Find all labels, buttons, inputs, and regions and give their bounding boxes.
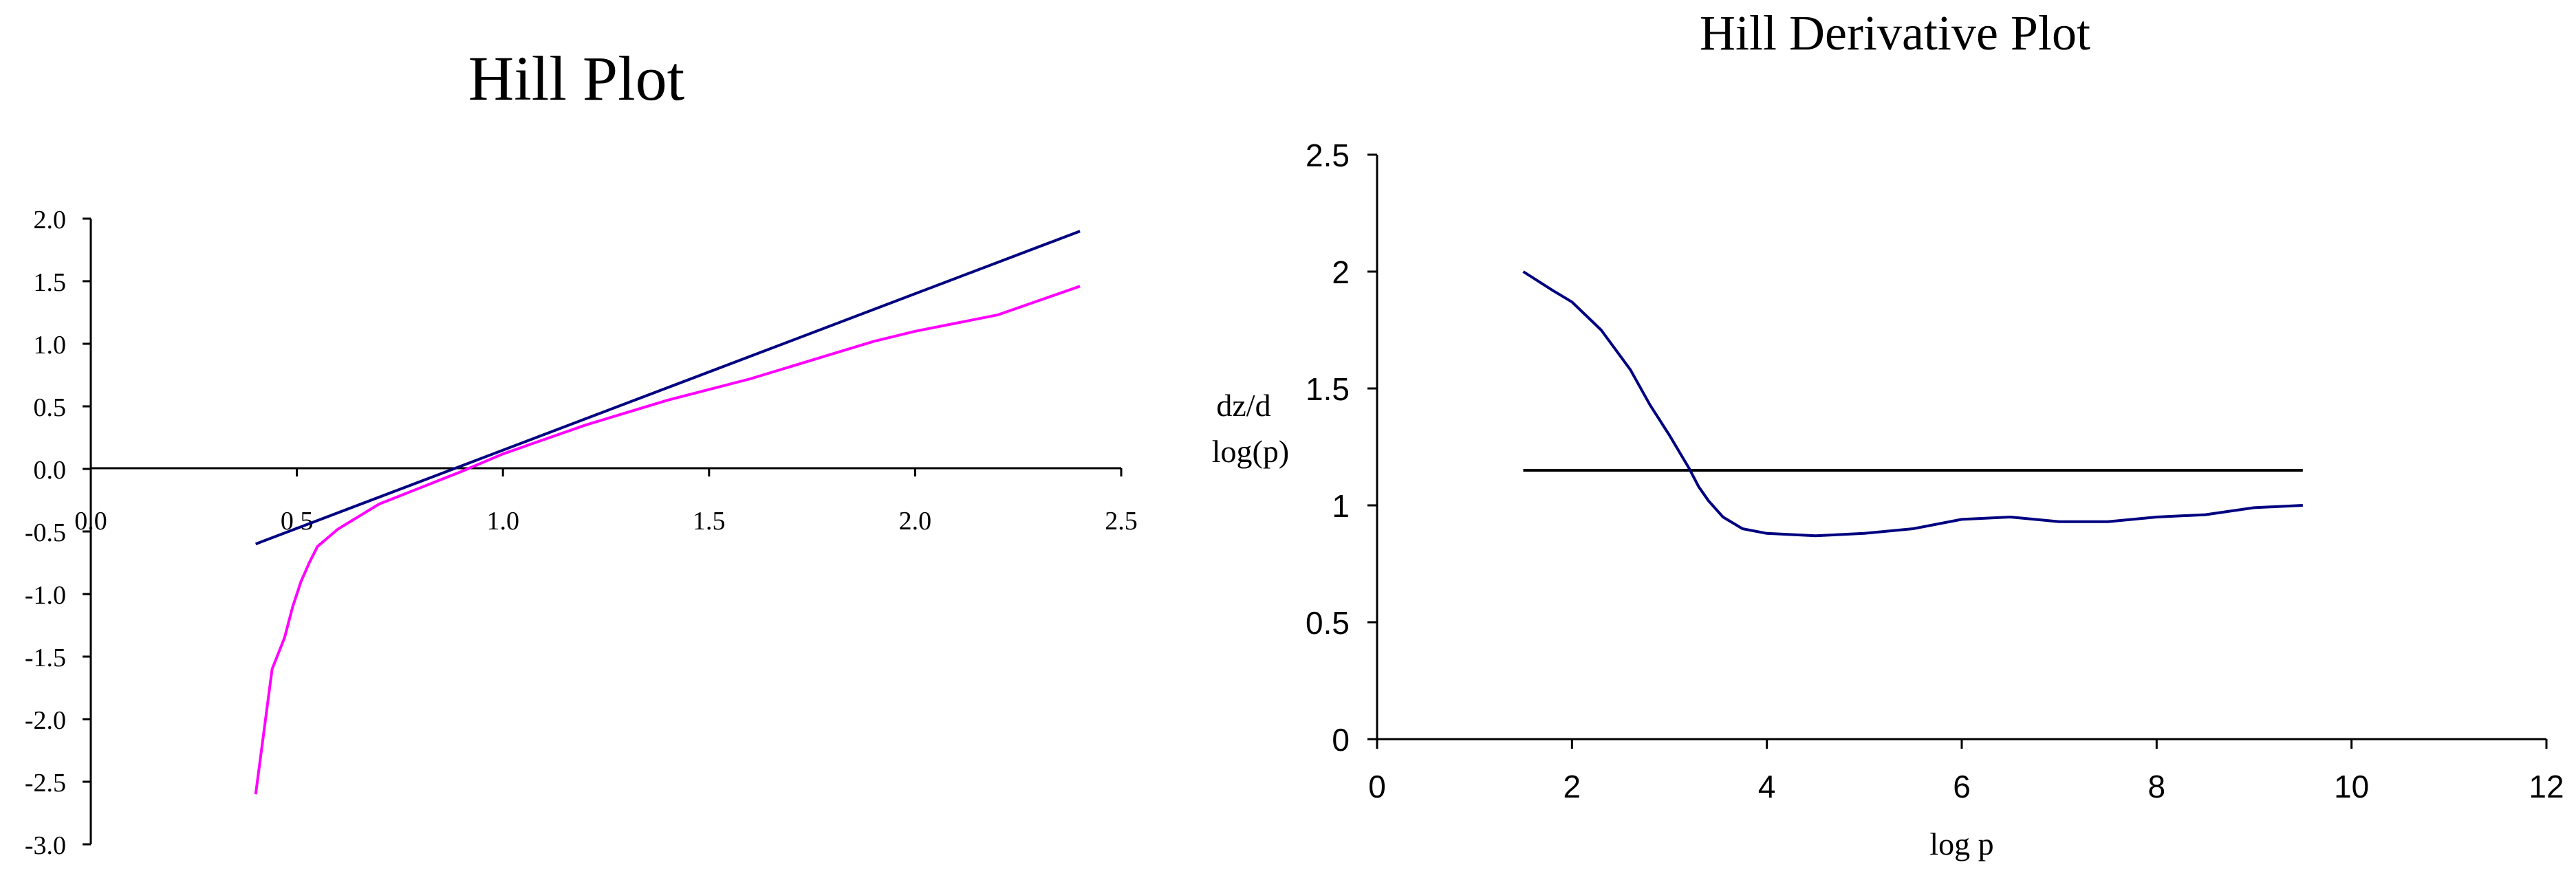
x-tick-label: 4 — [1758, 769, 1776, 804]
series-layer — [254, 230, 1081, 795]
series-line-2 — [254, 285, 1081, 795]
hill-derivative-plot: Hill Derivative Plot 2.5 2 1.5 1 0.5 0 0 2 4 6 8 1… — [1212, 6, 2564, 861]
x-ticks: 0 2 4 6 8 10 12 — [1368, 739, 2564, 804]
y-tick-label: 2.5 — [1306, 138, 1350, 173]
chart-title: Hill Derivative Plot — [1700, 6, 2090, 61]
x-tick-label: 12 — [2529, 769, 2564, 804]
hill-plot: Hill Plot 2.0 1.5 1.0 0.5 0.0 -0.5 -1.0 -1.5 -2.… — [25, 43, 1138, 860]
x-ticks: 0.0 0.5 1.0 1.5 2.0 2.5 — [74, 468, 1138, 536]
series-line-1 — [255, 230, 1081, 546]
x-tick-label: 2.0 — [899, 507, 932, 536]
x-tick-label: 1.5 — [693, 507, 726, 536]
x-tick-label: 10 — [2334, 769, 2369, 804]
chart-title: Hill Plot — [468, 43, 685, 113]
x-tick-label: 1.0 — [486, 507, 519, 536]
y-tick-label: -0.5 — [25, 518, 66, 547]
y-tick-label: 1.0 — [34, 331, 67, 360]
x-tick-label: 2 — [1563, 769, 1581, 804]
y-tick-label: 1 — [1332, 488, 1350, 524]
x-tick-label: 2.5 — [1105, 507, 1138, 536]
y-axis-label-line-1: dz/d — [1216, 388, 1270, 423]
y-tick-label: -3.0 — [25, 831, 66, 860]
y-tick-label: -1.5 — [25, 644, 66, 672]
x-tick-label: 6 — [1953, 769, 1971, 804]
y-tick-label: 2 — [1332, 254, 1350, 290]
series-line-2 — [1522, 270, 2303, 538]
y-tick-label: 0.5 — [1306, 605, 1350, 641]
series-layer — [1522, 270, 2303, 538]
y-tick-label: -1.0 — [25, 581, 66, 610]
y-tick-label: 0.0 — [34, 456, 67, 485]
y-tick-label: 1.5 — [1306, 371, 1350, 407]
y-ticks: 2.0 1.5 1.0 0.5 0.0 -0.5 -1.0 -1.5 -2.0 -2.5 -3.0 — [25, 206, 91, 860]
x-tick-label: 0.5 — [281, 507, 314, 536]
x-tick-label: 0 — [1368, 769, 1386, 804]
y-axis-label-line-2: log(p) — [1212, 434, 1289, 469]
y-tick-label: 0 — [1332, 722, 1350, 758]
x-tick-label: 8 — [2148, 769, 2166, 804]
y-tick-label: -2.5 — [25, 769, 66, 798]
x-axis-label: log p — [1929, 826, 1993, 861]
y-tick-label: 2.0 — [34, 206, 67, 234]
y-tick-label: 1.5 — [34, 268, 67, 297]
x-tick-label: 0.0 — [74, 507, 107, 536]
y-tick-label: 0.5 — [34, 393, 67, 422]
y-tick-label: -2.0 — [25, 706, 66, 735]
y-ticks: 2.5 2 1.5 1 0.5 0 — [1306, 138, 1377, 758]
